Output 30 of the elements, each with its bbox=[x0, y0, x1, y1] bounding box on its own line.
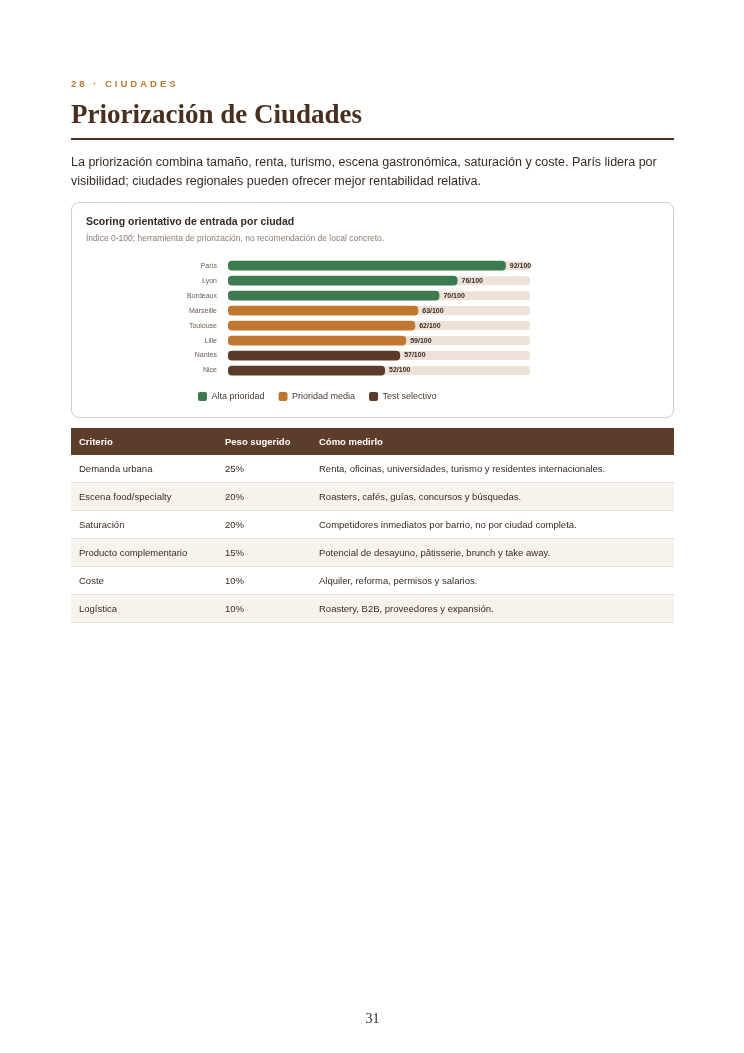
chart-title: Scoring orientativo de entrada por ciudad bbox=[86, 215, 296, 227]
text: 10% bbox=[224, 574, 245, 588]
text: Competidores inmediatos por barrio, no por ciudad completa. bbox=[318, 518, 578, 532]
text: Producto complementario bbox=[78, 546, 189, 560]
text: Saturación bbox=[78, 518, 126, 532]
text: Potencial de desayuno, pâtisserie, brunch y take away. bbox=[318, 546, 552, 560]
text: La priorización combina tamaño, renta, turismo, escena gastronómica, saturación y coste. París lidera por visibilidad; ciudades regionales pueden ofrecer mejor rentabilidad relativa. bbox=[71, 154, 658, 190]
text: Peso sugerido bbox=[224, 435, 292, 449]
text: 25% bbox=[224, 462, 245, 476]
text: Logística bbox=[78, 602, 119, 616]
text: Roastery, B2B, proveedores y expansión. bbox=[318, 602, 495, 616]
text: Renta, oficinas, universidades, turismo y residentes internacionales. bbox=[318, 462, 607, 476]
legend-label: Test selectivo bbox=[382, 390, 437, 401]
text: Alquiler, reforma, permisos y salarios. bbox=[318, 574, 479, 588]
text: 20% bbox=[224, 518, 245, 532]
text: 15% bbox=[224, 546, 245, 560]
chart-subtitle: Índice 0-100; herramienta de priorización, no recomendación de local concreto. bbox=[86, 233, 386, 243]
legend-label: Prioridad media bbox=[292, 390, 356, 401]
text: 31 bbox=[364, 1011, 381, 1027]
text: Priorización de Ciudades bbox=[71, 99, 674, 140]
text: 28 · CIUDADES bbox=[71, 78, 180, 89]
text: Cómo medirlo bbox=[318, 435, 384, 449]
text: 20% bbox=[224, 490, 245, 504]
text: Coste bbox=[78, 574, 105, 588]
legend-label: Alta prioridad bbox=[211, 390, 265, 401]
text: 10% bbox=[224, 602, 245, 616]
text: Escena food/specialty bbox=[78, 490, 173, 504]
text: Roasters, cafés, guías, concursos y búsquedas. bbox=[318, 490, 523, 504]
text: Demanda urbana bbox=[78, 462, 154, 476]
text: Criterio bbox=[78, 435, 114, 449]
